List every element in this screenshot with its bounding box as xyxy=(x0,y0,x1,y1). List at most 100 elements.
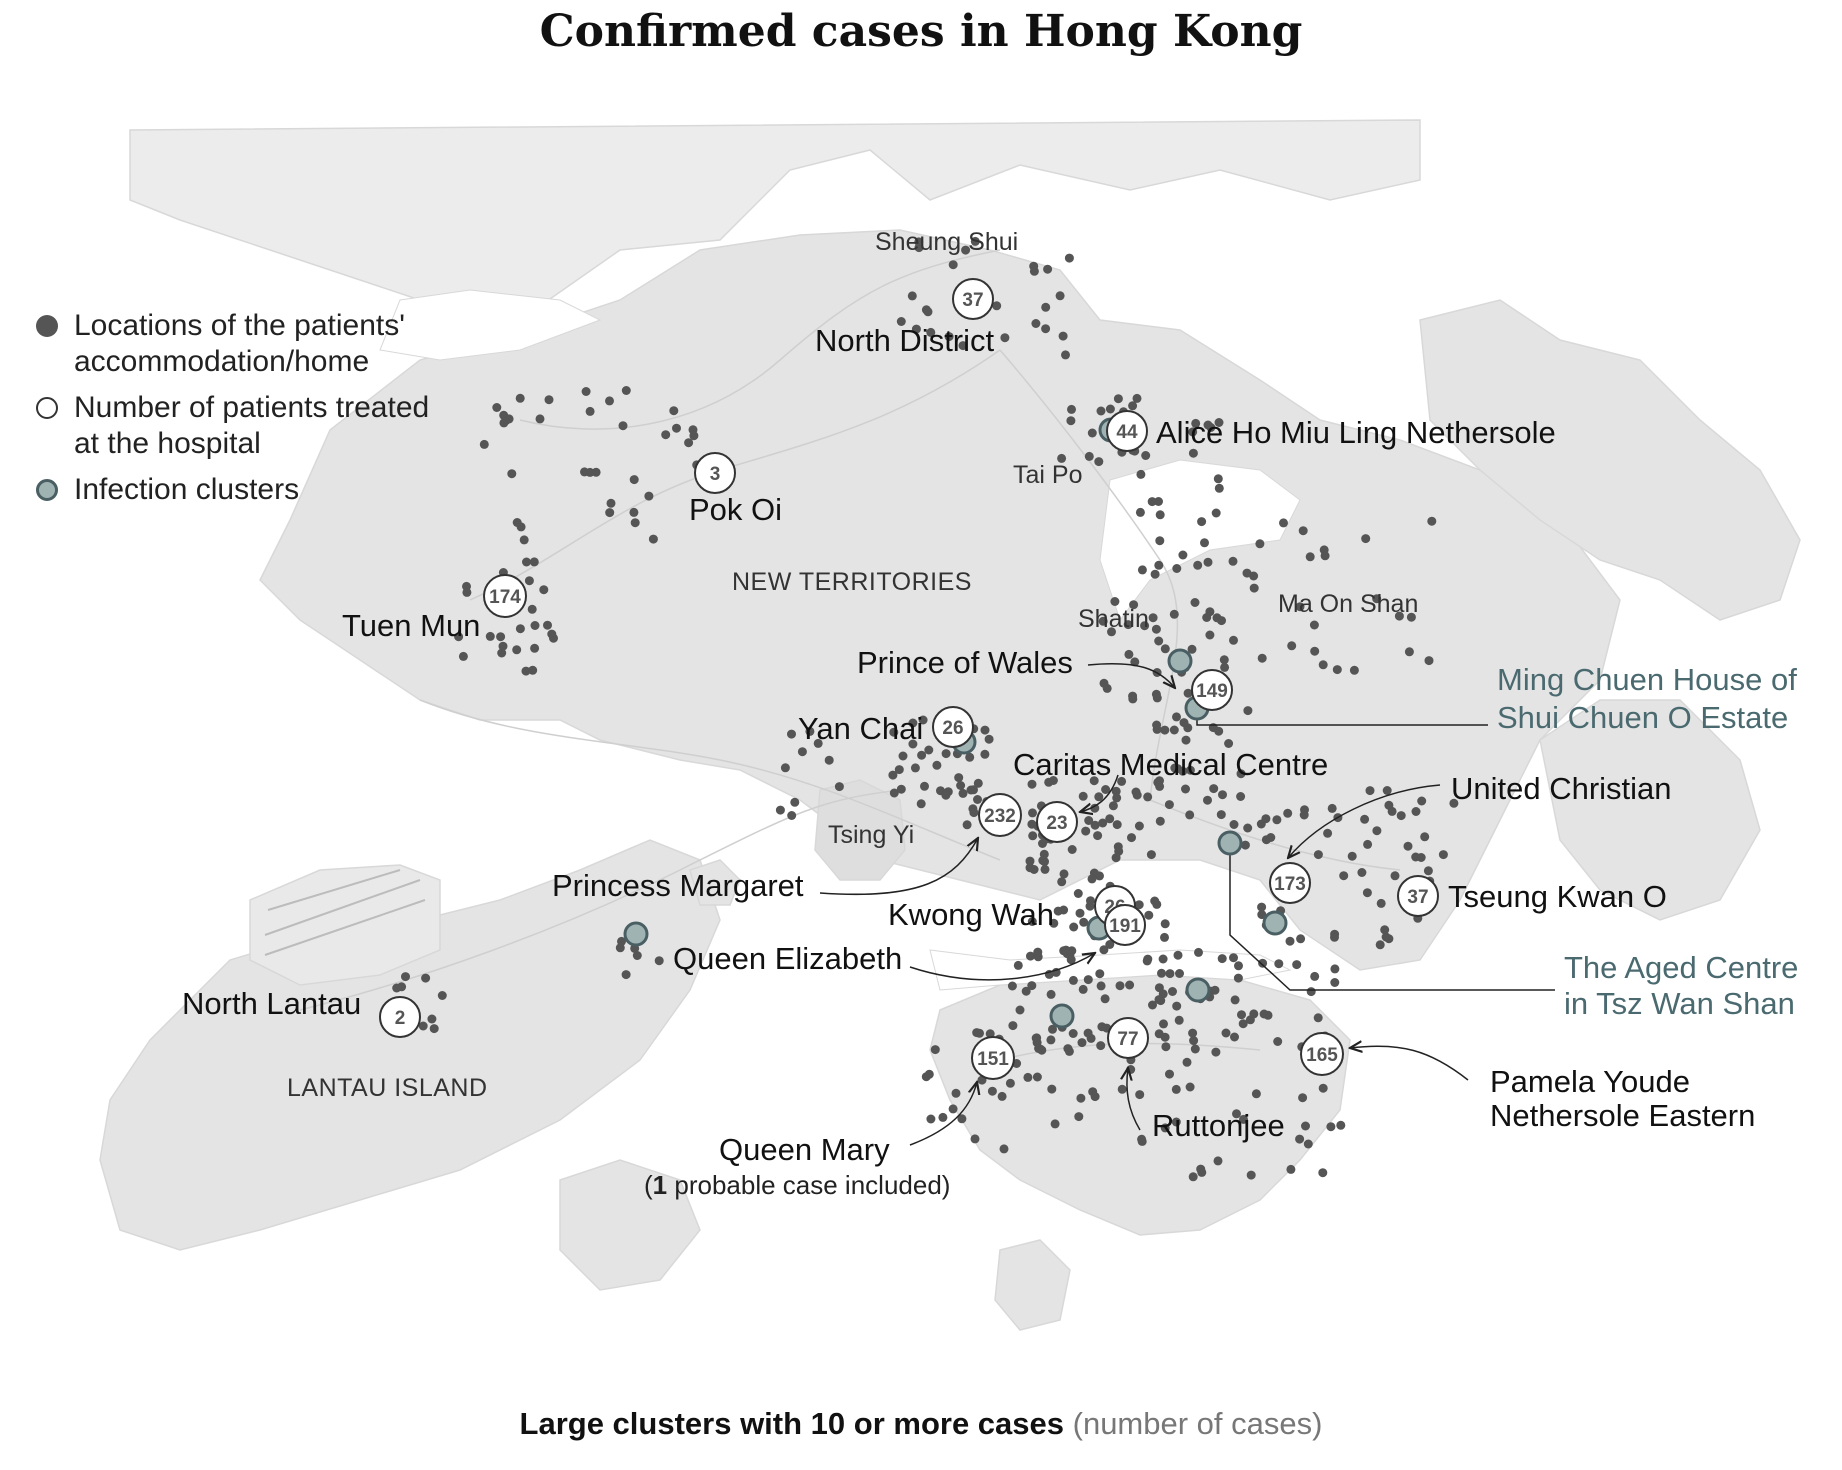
home-dot xyxy=(529,557,539,567)
home-dot xyxy=(1000,333,1010,343)
home-dot xyxy=(515,624,525,634)
home-dot xyxy=(1251,1089,1261,1099)
home-dot xyxy=(1416,853,1426,862)
home-dot xyxy=(1098,818,1108,828)
home-dot xyxy=(1067,845,1077,854)
home-dot-icon xyxy=(36,315,58,337)
home-dot xyxy=(1173,950,1183,960)
hospital-marker-pamela-youde: 165 xyxy=(1300,1032,1344,1076)
home-dot xyxy=(1190,1044,1200,1054)
home-dot xyxy=(948,1104,958,1114)
home-dot xyxy=(462,587,472,597)
footer-bold-text: Large clusters with 10 or more cases xyxy=(519,1406,1064,1441)
arrow-pamela-youde xyxy=(1350,1046,1469,1081)
arrow-princess-margaret xyxy=(819,838,978,896)
home-dot xyxy=(585,467,595,477)
home-dot xyxy=(1339,871,1349,881)
home-dot xyxy=(605,396,614,406)
home-dot xyxy=(1148,1000,1157,1010)
arrow-ruttonjee xyxy=(1127,1068,1141,1131)
home-dot xyxy=(618,421,628,431)
legend: Locations of the patients' accommodation… xyxy=(34,308,454,518)
svg-text:174: 174 xyxy=(489,587,521,608)
home-dot xyxy=(1181,784,1190,794)
home-dot xyxy=(1330,932,1339,942)
home-dot xyxy=(1111,786,1121,796)
home-dot xyxy=(926,327,936,337)
home-dot xyxy=(1005,1078,1015,1088)
runway-2 xyxy=(264,899,426,956)
home-dot xyxy=(644,491,654,501)
home-dot xyxy=(1203,795,1212,805)
home-dot xyxy=(1200,538,1209,548)
home-dot xyxy=(1411,807,1421,816)
home-dot xyxy=(1157,968,1166,978)
hospital-markers: 37 44 3 174 149 26 xyxy=(379,278,1439,1080)
home-dot xyxy=(1160,919,1170,929)
home-dot xyxy=(1336,1120,1346,1130)
home-dot xyxy=(961,245,971,255)
home-dot xyxy=(1298,1093,1308,1103)
home-dot xyxy=(1203,557,1213,567)
home-dot xyxy=(1021,986,1031,996)
home-dot xyxy=(1154,983,1164,993)
home-dot xyxy=(1160,1032,1170,1042)
home-dot xyxy=(1128,401,1138,411)
home-dot xyxy=(1113,394,1123,404)
home-dot xyxy=(1074,1112,1084,1122)
hospital-circle-icon xyxy=(36,397,58,419)
home-dot xyxy=(1190,598,1200,607)
hospital-marker-north-lantau: 2 xyxy=(379,996,421,1038)
home-dot xyxy=(1158,954,1168,964)
place-label-tsing-yi: Tsing Yi xyxy=(828,821,914,849)
home-dot xyxy=(1249,1009,1259,1019)
home-dot xyxy=(1096,406,1106,416)
hospital-marker-tuen-mun: 174 xyxy=(483,574,527,618)
home-dot xyxy=(539,585,549,595)
home-dot xyxy=(1008,1021,1018,1031)
home-dot xyxy=(958,788,968,798)
home-dot xyxy=(437,991,447,1000)
home-dot xyxy=(1193,560,1203,570)
home-dot xyxy=(1066,416,1076,426)
home-dot xyxy=(1178,766,1188,776)
home-dot xyxy=(1155,816,1165,826)
home-dot xyxy=(1067,404,1076,414)
home-dot xyxy=(1330,978,1340,987)
home-dot xyxy=(1272,815,1282,825)
home-dot xyxy=(1196,1164,1206,1174)
home-dot xyxy=(1046,989,1056,999)
home-dot xyxy=(1213,1156,1223,1166)
home-dot xyxy=(1058,331,1068,341)
sai-kung-east xyxy=(1539,699,1761,921)
svg-text:37: 37 xyxy=(962,290,983,311)
home-dot xyxy=(908,739,918,749)
home-dot xyxy=(1327,803,1337,813)
home-dot xyxy=(1146,850,1156,860)
home-dot xyxy=(1309,620,1319,630)
home-dot xyxy=(907,291,917,301)
home-dot xyxy=(1105,940,1115,949)
home-dot xyxy=(1112,793,1122,803)
legend-home-label: Locations of the patients' accommodation… xyxy=(74,309,405,378)
hospital-label-alice-ho: Alice Ho Miu Ling Nethersole xyxy=(1156,415,1556,450)
home-dot xyxy=(1059,869,1069,879)
home-dot xyxy=(496,632,506,642)
home-dot xyxy=(1372,826,1382,836)
arrow-queen-mary xyxy=(909,1082,977,1146)
home-dot xyxy=(787,811,797,820)
cluster-labels: Ming Chuen House of Shui Chuen O Estate … xyxy=(1497,662,1798,1021)
home-dot xyxy=(1318,660,1328,670)
home-dot xyxy=(543,620,552,630)
home-dot xyxy=(1152,720,1162,730)
home-dot xyxy=(1181,735,1191,745)
home-dot xyxy=(1295,1134,1305,1144)
home-dot xyxy=(948,260,958,270)
hospital-label-pok-oi: Pok Oi xyxy=(689,492,782,527)
home-dot xyxy=(1390,871,1400,881)
home-dot xyxy=(1155,536,1165,546)
home-dot xyxy=(1188,1028,1198,1038)
home-dot xyxy=(1266,833,1276,842)
leader-aged-centre xyxy=(1229,845,1555,991)
home-dot xyxy=(1066,955,1076,965)
